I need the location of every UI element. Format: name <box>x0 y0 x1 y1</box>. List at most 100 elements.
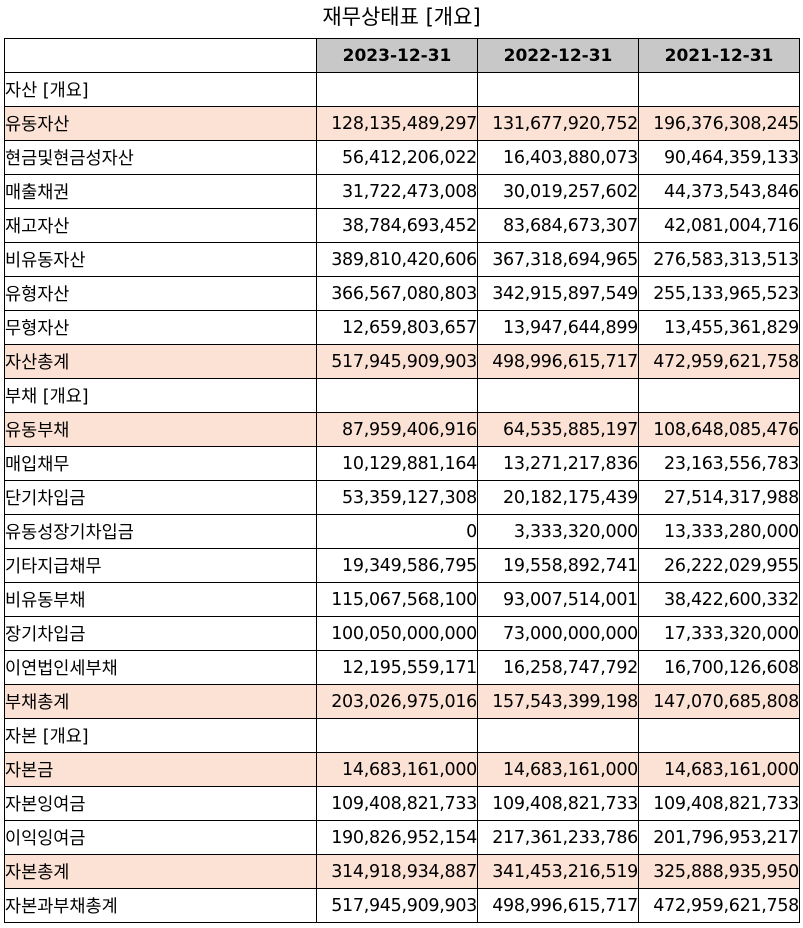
value-cell: 90,464,359,133 <box>638 140 800 175</box>
table-title: 재무상태표 [개요] <box>322 5 481 29</box>
value-cell: 14,683,161,000 <box>477 752 639 787</box>
value-cell <box>477 378 639 413</box>
row-label: 매입채무 <box>4 446 317 481</box>
value-cell: 341,453,216,519 <box>477 854 639 889</box>
table-row: 자본 [개요] <box>4 718 800 753</box>
value-cell: 13,947,644,899 <box>477 310 639 345</box>
row-label: 유동자산 <box>4 106 317 141</box>
header-2021-12-31: 2021-12-31 <box>638 38 800 73</box>
row-label: 자본잉여금 <box>4 786 317 821</box>
value-cell: 517,945,909,903 <box>316 888 478 923</box>
value-cell: 498,996,615,717 <box>477 888 639 923</box>
value-cell <box>638 378 800 413</box>
table-row: 이연법인세부채 12,195,559,171 16,258,747,792 16,70… <box>4 650 800 685</box>
row-label: 현금및현금성자산 <box>4 140 317 175</box>
table-row: 자산총계 517,945,909,903 498,996,615,717 472,95… <box>4 344 800 379</box>
value-cell: 16,700,126,608 <box>638 650 800 685</box>
balance-sheet-table: 2023-12-31 2022-12-31 2021-12-31 자산 [개요]… <box>4 38 800 923</box>
value-cell: 31,722,473,008 <box>316 174 478 209</box>
value-cell: 30,019,257,602 <box>477 174 639 209</box>
value-cell: 389,810,420,606 <box>316 242 478 277</box>
value-cell: 115,067,568,100 <box>316 582 478 617</box>
value-cell: 157,543,399,198 <box>477 684 639 719</box>
value-cell: 196,376,308,245 <box>638 106 800 141</box>
value-cell <box>316 718 478 753</box>
row-label: 자본 [개요] <box>4 718 317 753</box>
value-cell: 10,129,881,164 <box>316 446 478 481</box>
row-label: 자산 [개요] <box>4 72 317 107</box>
header-2023-12-31: 2023-12-31 <box>316 38 478 73</box>
value-cell: 87,959,406,916 <box>316 412 478 447</box>
value-cell: 19,558,892,741 <box>477 548 639 583</box>
value-cell: 20,182,175,439 <box>477 480 639 515</box>
value-cell: 3,333,320,000 <box>477 514 639 549</box>
row-label: 자산총계 <box>4 344 317 379</box>
header-blank-cell <box>4 38 317 73</box>
table-row: 비유동부채 115,067,568,100 93,007,514,001 38,422… <box>4 582 800 617</box>
value-cell: 255,133,965,523 <box>638 276 800 311</box>
table-row: 자산 [개요] <box>4 72 800 107</box>
value-cell <box>477 718 639 753</box>
value-cell: 73,000,000,000 <box>477 616 639 651</box>
value-cell <box>477 72 639 107</box>
value-cell: 314,918,934,887 <box>316 854 478 889</box>
row-label: 부채 [개요] <box>4 378 317 413</box>
value-cell: 201,796,953,217 <box>638 820 800 855</box>
value-cell <box>316 378 478 413</box>
table-row: 자본잉여금 109,408,821,733 109,408,821,733 109,4… <box>4 786 800 821</box>
value-cell: 109,408,821,733 <box>316 786 478 821</box>
row-label: 유동부채 <box>4 412 317 447</box>
table-body: 자산 [개요] 유동자산 128,135,489,297 131,677,920,75… <box>4 72 800 923</box>
value-cell: 100,050,000,000 <box>316 616 478 651</box>
value-cell: 13,333,280,000 <box>638 514 800 549</box>
row-label: 자본총계 <box>4 854 317 889</box>
value-cell: 109,408,821,733 <box>638 786 800 821</box>
header-2022-12-31: 2022-12-31 <box>477 38 639 73</box>
value-cell: 23,163,556,783 <box>638 446 800 481</box>
row-label: 기타지급채무 <box>4 548 317 583</box>
value-cell: 342,915,897,549 <box>477 276 639 311</box>
row-label: 단기차입금 <box>4 480 317 515</box>
value-cell: 26,222,029,955 <box>638 548 800 583</box>
row-label: 이연법인세부채 <box>4 650 317 685</box>
value-cell: 108,648,085,476 <box>638 412 800 447</box>
value-cell: 16,258,747,792 <box>477 650 639 685</box>
value-cell: 190,826,952,154 <box>316 820 478 855</box>
value-cell: 128,135,489,297 <box>316 106 478 141</box>
value-cell: 13,455,361,829 <box>638 310 800 345</box>
table-row: 기타지급채무 19,349,586,795 19,558,892,741 26,222… <box>4 548 800 583</box>
table-row: 유형자산 366,567,080,803 342,915,897,549 255,13… <box>4 276 800 311</box>
value-cell: 38,784,693,452 <box>316 208 478 243</box>
value-cell: 19,349,586,795 <box>316 548 478 583</box>
value-cell: 367,318,694,965 <box>477 242 639 277</box>
value-cell: 27,514,317,988 <box>638 480 800 515</box>
value-cell: 44,373,543,846 <box>638 174 800 209</box>
row-label: 장기차입금 <box>4 616 317 651</box>
value-cell: 325,888,935,950 <box>638 854 800 889</box>
value-cell: 12,659,803,657 <box>316 310 478 345</box>
value-cell: 17,333,320,000 <box>638 616 800 651</box>
value-cell: 14,683,161,000 <box>638 752 800 787</box>
value-cell: 498,996,615,717 <box>477 344 639 379</box>
table-row: 장기차입금 100,050,000,000 73,000,000,000 17,333… <box>4 616 800 651</box>
value-cell: 472,959,621,758 <box>638 888 800 923</box>
table-row: 현금및현금성자산 56,412,206,022 16,403,880,073 90,4… <box>4 140 800 175</box>
value-cell <box>638 72 800 107</box>
value-cell: 203,026,975,016 <box>316 684 478 719</box>
table-row: 이익잉여금 190,826,952,154 217,361,233,786 201,7… <box>4 820 800 855</box>
value-cell: 13,271,217,836 <box>477 446 639 481</box>
row-label: 무형자산 <box>4 310 317 345</box>
value-cell: 93,007,514,001 <box>477 582 639 617</box>
table-row: 유동성장기차입금 0 3,333,320,000 13,333,280,000 <box>4 514 800 549</box>
table-row: 유동자산 128,135,489,297 131,677,920,752 196,37… <box>4 106 800 141</box>
table-row: 부채 [개요] <box>4 378 800 413</box>
row-label: 이익잉여금 <box>4 820 317 855</box>
value-cell: 276,583,313,513 <box>638 242 800 277</box>
row-label: 유형자산 <box>4 276 317 311</box>
table-row: 유동부채 87,959,406,916 64,535,885,197 108,648,… <box>4 412 800 447</box>
row-label: 비유동부채 <box>4 582 317 617</box>
row-label: 매출채권 <box>4 174 317 209</box>
table-row: 매입채무 10,129,881,164 13,271,217,836 23,163,5… <box>4 446 800 481</box>
row-label: 자본과부채총계 <box>4 888 317 923</box>
value-cell: 56,412,206,022 <box>316 140 478 175</box>
